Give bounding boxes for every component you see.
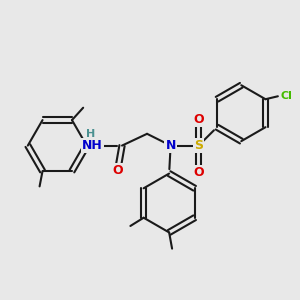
Text: S: S bbox=[194, 139, 203, 152]
Text: N: N bbox=[165, 139, 176, 152]
Text: O: O bbox=[193, 112, 204, 126]
Text: O: O bbox=[193, 166, 204, 178]
Text: O: O bbox=[112, 164, 123, 177]
Text: Cl: Cl bbox=[281, 91, 292, 101]
Text: H: H bbox=[85, 129, 95, 140]
Text: NH: NH bbox=[82, 139, 103, 152]
